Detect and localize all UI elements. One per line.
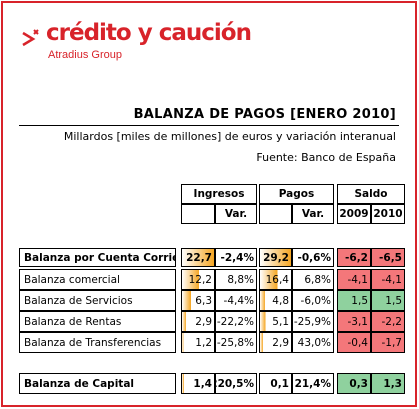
table-row-3-label: Balanza de Rentas xyxy=(19,311,176,332)
table-row-2-ingresos: 6,3 xyxy=(181,290,215,311)
report-subtitle: Millardos [miles de millones] de euros y… xyxy=(63,130,396,143)
title-divider xyxy=(19,125,399,126)
row-capital-label: Balanza de Capital xyxy=(19,373,176,394)
row-capital-ingresos: 1,4 xyxy=(181,373,215,394)
table-row-3-pagos-var: -25,9% xyxy=(292,311,334,332)
header-saldo-2009: 2009 xyxy=(337,204,371,224)
header-ingresos-var: Var. xyxy=(215,204,257,224)
table-row-2-ingresos-var: -4,4% xyxy=(215,290,257,311)
report-title: BALANZA DE PAGOS [ENERO 2010] xyxy=(133,107,396,122)
table-row-4-ingresos: 1,2 xyxy=(181,332,215,353)
table-row-1-saldo-2009: -4,1 xyxy=(337,269,371,290)
header-ingresos-value xyxy=(181,204,215,224)
row-capital-pagos: 0,1 xyxy=(259,373,292,394)
table-row-1-label: Balanza comercial xyxy=(19,269,176,290)
row-cuenta-corriente-saldo-2010: -6,5 xyxy=(371,248,405,267)
header-pagos-var: Var. xyxy=(292,204,334,224)
table-row-4-ingresos-var: -25,8% xyxy=(215,332,257,353)
brand-group: Atradius Group xyxy=(48,49,122,61)
table-row-2-pagos: 4,8 xyxy=(259,290,292,311)
table-row-1-pagos: 16,4 xyxy=(259,269,292,290)
row-capital-saldo-2010: 1,3 xyxy=(371,373,405,394)
row-capital-saldo-2009: 0,3 xyxy=(337,373,371,394)
table-row-3-ingresos-var: -22,2% xyxy=(215,311,257,332)
table-row-2-saldo-2009: 1,5 xyxy=(337,290,371,311)
brand-name: crédito y caución xyxy=(46,20,252,46)
row-capital-pagos-var: 21,4% xyxy=(292,373,334,394)
table-row-2-saldo-2010: 1,5 xyxy=(371,290,405,311)
row-cuenta-corriente-ingresos-var: -2,4% xyxy=(215,248,257,267)
table-row-3-pagos: 5,1 xyxy=(259,311,292,332)
table-row-4-pagos-var: 43,0% xyxy=(292,332,334,353)
row-cuenta-corriente-pagos: 29,2 xyxy=(259,248,292,267)
table-row-1-ingresos: 12,2 xyxy=(181,269,215,290)
table-row-2-label: Balanza de Servicios xyxy=(19,290,176,311)
table-row-3-ingresos: 2,9 xyxy=(181,311,215,332)
table-row-1-ingresos-var: 8,8% xyxy=(215,269,257,290)
table-row-4-pagos: 2,9 xyxy=(259,332,292,353)
row-cuenta-corriente-pagos-var: -0,6% xyxy=(292,248,334,267)
header-pagos: Pagos xyxy=(259,184,334,204)
row-cuenta-corriente-saldo-2009: -6,2 xyxy=(337,248,371,267)
header-ingresos: Ingresos xyxy=(181,184,257,204)
header-pagos-value xyxy=(259,204,292,224)
row-cuenta-corriente-label: Balanza por Cuenta Corriente xyxy=(19,248,176,267)
row-capital-ingresos-var: 220,5% xyxy=(215,373,257,394)
table-row-1-saldo-2010: -4,1 xyxy=(371,269,405,290)
row-cuenta-corriente-ingresos: 22,7 xyxy=(181,248,215,267)
table-row-3-saldo-2010: -2,2 xyxy=(371,311,405,332)
table-row-2-pagos-var: -6,0% xyxy=(292,290,334,311)
table-row-4-label: Balanza de Transferencias xyxy=(19,332,176,353)
table-row-3-saldo-2009: -3,1 xyxy=(337,311,371,332)
table-row-4-saldo-2010: -1,7 xyxy=(371,332,405,353)
table-row-4-saldo-2009: -0,4 xyxy=(337,332,371,353)
header-saldo-2010: 2010 xyxy=(371,204,405,224)
table-row-1-pagos-var: 6,8% xyxy=(292,269,334,290)
report-source: Fuente: Banco de España xyxy=(256,151,396,164)
arrow-mark-icon xyxy=(22,29,39,47)
header-saldo: Saldo xyxy=(337,184,405,204)
